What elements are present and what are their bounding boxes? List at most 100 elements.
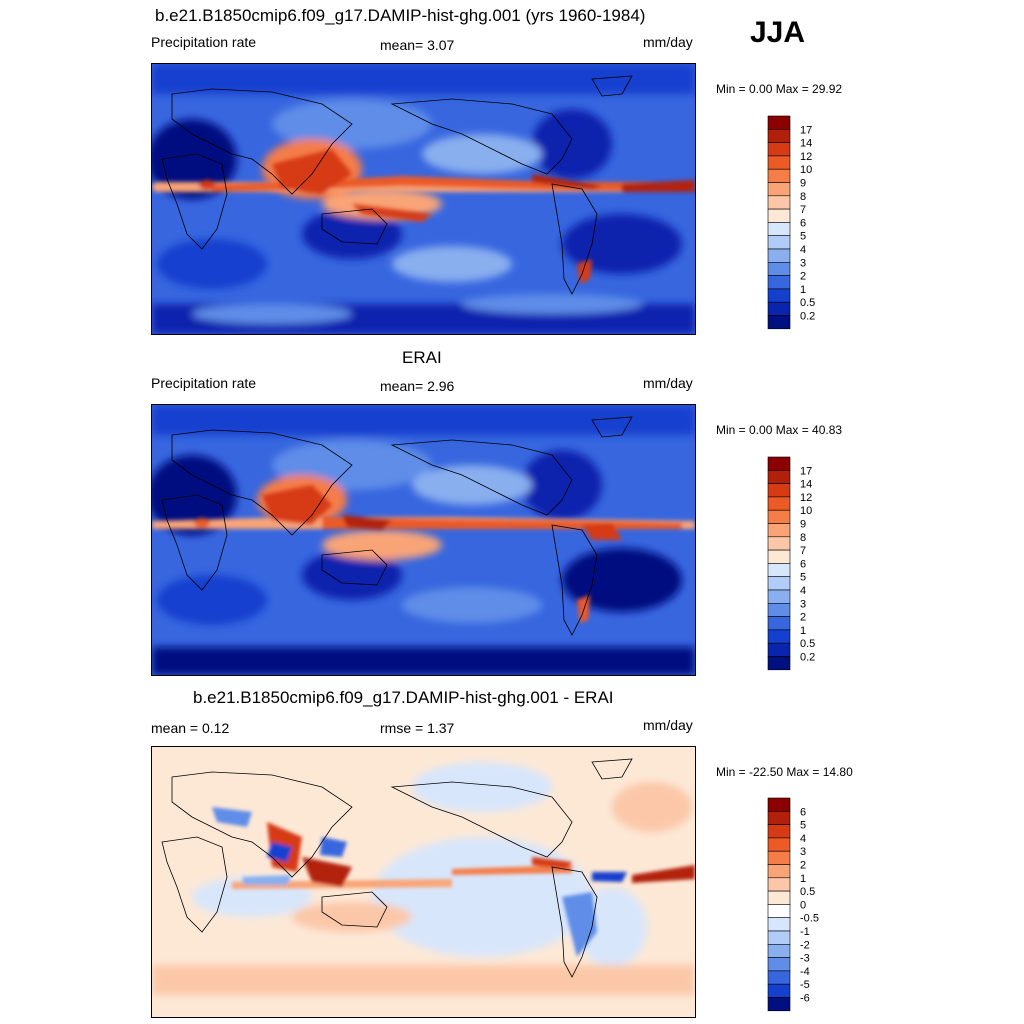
colorbar-tick-label: 6: [800, 217, 806, 229]
colorbar-tick-label: 12: [800, 151, 812, 163]
colorbar-swatch: [767, 616, 791, 631]
colorbar-tick-label: 5: [800, 231, 806, 243]
colorbar-swatch: [767, 456, 791, 471]
colorbar-swatch: [767, 629, 791, 644]
colorbar-tick-label: 2: [800, 612, 806, 624]
panel-3-colorbar: 6 5 4 3 2 1 0.5 0 -0.5 -1 -2 -3 -4 -5 -6: [767, 797, 878, 1013]
colorbar-tick-label: 6: [800, 558, 806, 570]
colorbar-swatch: [767, 288, 791, 303]
colorbar-swatch: [767, 549, 791, 564]
colorbar-swatch: [767, 904, 791, 919]
colorbar-tick-label: 8: [800, 191, 806, 203]
panel-2-units-label: mm/day: [643, 375, 693, 391]
colorbar-swatch: [767, 997, 791, 1012]
panel-1-mean-label: mean= 3.07: [380, 37, 455, 53]
colorbar-tick-label: 12: [800, 492, 812, 504]
colorbar-swatch: [767, 235, 791, 250]
colorbar-swatch: [767, 589, 791, 604]
colorbar-tick-label: 7: [800, 204, 806, 216]
colorbar-tick-label: 0: [800, 899, 806, 911]
colorbar-tick-label: 0.5: [800, 886, 815, 898]
colorbar-tick-label: 14: [800, 479, 812, 491]
colorbar-swatch: [767, 536, 791, 551]
colorbar-swatch: [767, 208, 791, 223]
colorbar-swatch: [767, 837, 791, 852]
colorbar-tick-label: 14: [800, 138, 812, 150]
panel-3-colorbar-graphic: 6 543 210.50 -0.5-1-2 -3-4-5 -6: [767, 797, 819, 1012]
colorbar-swatch: [767, 970, 791, 985]
panel-2-mean-label: mean= 2.96: [380, 378, 455, 394]
panel-1-title: b.e21.B1850cmip6.f09_g17.DAMIP-hist-ghg.…: [155, 6, 646, 25]
colorbar-swatch: [767, 470, 791, 484]
panel-3-title: b.e21.B1850cmip6.f09_g17.DAMIP-hist-ghg.…: [193, 688, 614, 707]
colorbar-swatch: [767, 301, 791, 316]
panel-2-variable-label: Precipitation rate: [151, 375, 257, 391]
panel-3-minmax-label: Min = -22.50 Max = 14.80: [716, 765, 853, 779]
colorbar-tick-label: 5: [800, 572, 806, 584]
colorbar-swatch: [767, 797, 791, 812]
panel-1-precip-map: [151, 63, 696, 335]
colorbar-tick-label: -6: [800, 993, 810, 1005]
colorbar-tick-label: 3: [800, 846, 806, 858]
colorbar-tick-label: 1: [800, 625, 806, 637]
panel-2-minmax-label: Min = 0.00 Max = 40.83: [716, 423, 843, 437]
panel-1-minmax-label: Min = 0.00 Max = 29.92: [716, 82, 843, 96]
colorbar-tick-label: 17: [800, 465, 812, 477]
colorbar-swatch: [767, 917, 791, 932]
colorbar-swatch: [767, 142, 791, 157]
panel-3-map-graphic: [152, 747, 695, 1017]
colorbar-swatch: [767, 115, 791, 130]
colorbar-tick-label: 10: [800, 505, 812, 517]
colorbar-swatch: [767, 483, 791, 498]
colorbar-swatch: [767, 129, 791, 143]
panel-3-rmse-label: rmse = 1.37: [380, 720, 455, 736]
colorbar-tick-label: 7: [800, 545, 806, 557]
panel-1-variable-label: Precipitation rate: [151, 34, 257, 50]
panel-1-map-graphic: [152, 64, 695, 334]
colorbar-tick-label: 8: [800, 532, 806, 544]
colorbar-swatch: [767, 944, 791, 958]
colorbar-tick-label: -4: [800, 966, 810, 978]
colorbar-tick-label: -0.5: [800, 913, 819, 925]
colorbar-tick-label: -1: [800, 926, 810, 938]
colorbar-tick-label: 0.5: [800, 297, 815, 309]
colorbar-tick-label: 4: [800, 833, 806, 845]
panel-2-title: ERAI: [402, 348, 442, 367]
colorbar-tick-label: 17: [800, 124, 812, 136]
colorbar-tick-label: 10: [800, 164, 812, 176]
colorbar-swatch: [767, 850, 791, 865]
colorbar-tick-label: 5: [800, 820, 806, 832]
colorbar-tick-label: 2: [800, 271, 806, 283]
colorbar-swatch: [767, 509, 791, 524]
colorbar-tick-label: 0.5: [800, 638, 815, 650]
colorbar-swatch: [767, 248, 791, 263]
colorbar-swatch: [767, 930, 791, 945]
colorbar-tick-label: 4: [800, 244, 806, 256]
colorbar-tick-label: 0.2: [800, 652, 815, 664]
colorbar-tick-label: 2: [800, 860, 806, 872]
colorbar-swatch: [767, 864, 791, 879]
colorbar-swatch: [767, 168, 791, 183]
colorbar-tick-label: -3: [800, 953, 810, 965]
colorbar-tick-label: -2: [800, 939, 810, 951]
colorbar-tick-label: 9: [800, 178, 806, 190]
colorbar-tick-label: 1: [800, 284, 806, 296]
colorbar-swatch: [767, 262, 791, 276]
colorbar-swatch: [767, 563, 791, 578]
panel-3-units-label: mm/day: [643, 717, 693, 733]
panel-2-precip-map: [151, 404, 696, 676]
colorbar-swatch: [767, 957, 791, 972]
colorbar-swatch: [767, 182, 791, 197]
colorbar-swatch: [767, 890, 791, 905]
colorbar-swatch: [767, 496, 791, 511]
panel-3-difference-map: [151, 746, 696, 1018]
colorbar-swatch: [767, 877, 791, 892]
colorbar-tick-label: 3: [800, 598, 806, 610]
colorbar-swatch: [767, 275, 791, 290]
colorbar-tick-label: 0.2: [800, 311, 815, 323]
colorbar-swatch: [767, 576, 791, 591]
panel-2-colorbar: 17 14 12 10 9 8 7 6 5 4 3 2 1 0.5 0.2: [767, 456, 878, 672]
colorbar-tick-label: 1: [800, 873, 806, 885]
